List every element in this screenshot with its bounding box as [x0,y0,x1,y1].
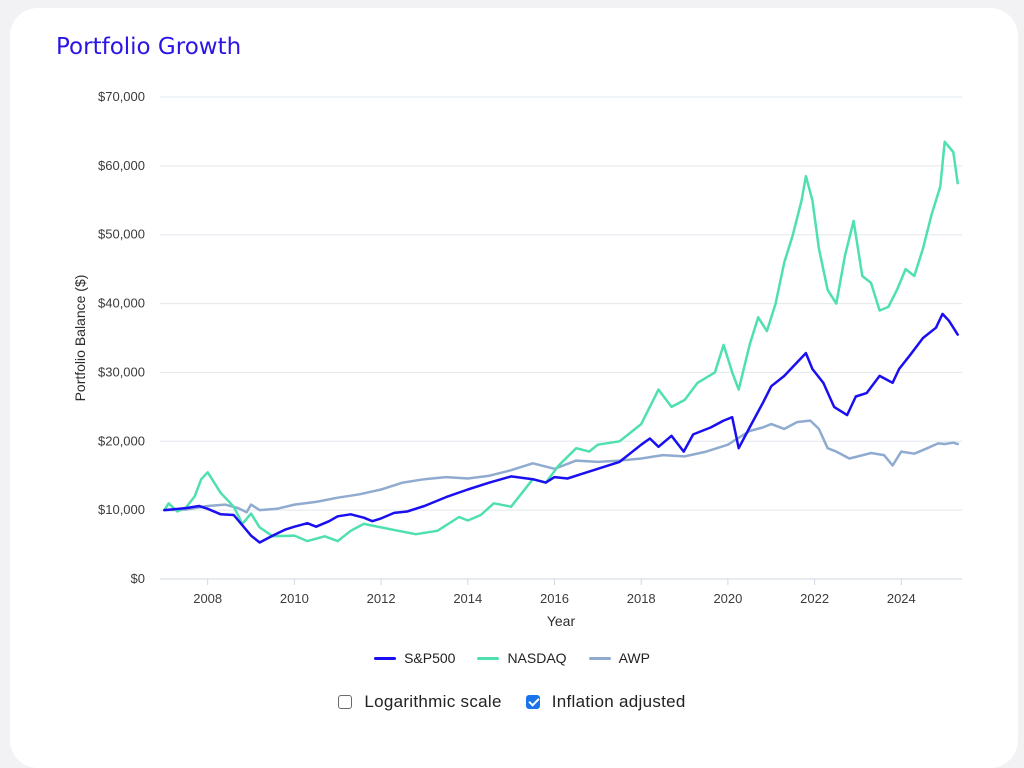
y-axis-title: Portfolio Balance ($) [72,275,88,402]
legend-item-nasdaq[interactable]: NASDAQ [477,650,567,666]
x-tick-label: 2008 [193,591,222,606]
line-chart: $0 $10,000 $20,000 $30,000 $40,000 $50,000 $60… [72,89,962,629]
y-tick-label: $60,000 [98,158,145,173]
log-scale-label: Logarithmic scale [364,692,502,711]
chart-controls: Logarithmic scale Inflation adjusted [0,692,1024,712]
x-tick-label: 2010 [280,591,309,606]
chart-card [10,8,1018,768]
y-tick-label: $70,000 [98,89,145,104]
log-scale-checkbox[interactable] [338,695,353,709]
legend-label-nasdaq: NASDAQ [507,650,567,666]
legend-swatch-awp [588,656,611,660]
series-line-nasdaq [163,140,959,543]
legend-item-awp[interactable]: AWP [588,650,650,666]
y-tick-label: $50,000 [98,227,145,242]
inflation-checkbox[interactable] [525,695,540,709]
legend-swatch-nasdaq [477,656,500,660]
x-tick-label: 2016 [540,591,569,606]
inflation-toggle[interactable]: Inflation adjusted [525,692,686,712]
inflation-label: Inflation adjusted [551,692,686,711]
legend-label-awp: AWP [618,650,650,666]
x-tick-label: 2014 [453,591,482,606]
x-tick-label: 2012 [367,591,396,606]
x-axis-title: Year [547,613,576,629]
y-tick-label: $40,000 [98,296,145,311]
x-tick-label: 2020 [713,591,742,606]
series-line-awp [163,419,959,514]
y-tick-label: $30,000 [98,364,145,379]
x-tick-label: 2018 [627,591,656,606]
x-tick-label: 2024 [887,591,916,606]
legend-item-sp500[interactable]: S&P500 [374,650,455,666]
series-line-sp500 [163,312,959,544]
x-tick-label: 2022 [800,591,829,606]
log-scale-toggle[interactable]: Logarithmic scale [338,692,501,712]
legend-label-sp500: S&P500 [404,650,456,666]
legend-swatch-sp500 [374,656,397,660]
y-tick-label: $10,000 [98,502,145,517]
chart-legend: S&P500 NASDAQ AWP [0,650,1024,666]
y-tick-label: $20,000 [98,433,145,448]
y-tick-label: $0 [131,571,145,586]
chart-title: Portfolio Growth [56,34,242,60]
